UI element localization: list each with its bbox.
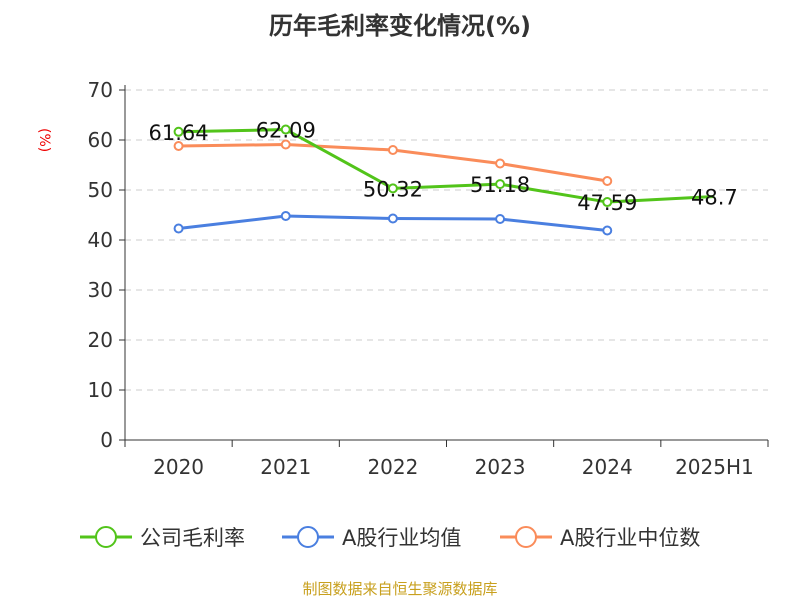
data-point: [495, 179, 506, 190]
data-label: 61.64: [149, 121, 209, 145]
y-tick-label: 20: [88, 328, 113, 352]
y-tick-label: 50: [88, 178, 113, 202]
legend-marker-icon: [80, 526, 132, 548]
data-point: [387, 183, 398, 194]
data-label: 48.7: [691, 186, 738, 210]
data-point: [602, 225, 613, 236]
legend-item[interactable]: 公司毛利率: [80, 522, 245, 552]
data-point: [495, 158, 506, 169]
x-tick-label: 2020: [153, 455, 204, 479]
data-point: [387, 145, 398, 155]
data-point: [495, 214, 506, 224]
y-tick-label: 10: [88, 378, 113, 402]
legend-item[interactable]: A股行业均值: [282, 522, 461, 552]
legend-marker-icon: [282, 526, 334, 548]
data-point: [173, 141, 184, 151]
y-tick-label: 30: [88, 278, 113, 302]
x-tick-label: 2024: [582, 455, 633, 479]
data-point: [602, 197, 613, 208]
y-tick-label: 0: [100, 428, 113, 452]
x-tick-label: 2023: [475, 455, 526, 479]
data-label: 47.59: [577, 191, 637, 215]
legend-label: A股行业均值: [342, 526, 462, 550]
source-note: 制图数据来自恒生聚源数据库: [302, 580, 498, 598]
data-point: [387, 213, 398, 224]
data-point: [602, 176, 613, 186]
x-tick-label: 2025H1: [675, 455, 754, 479]
x-tick-label: 2022: [367, 455, 418, 479]
chart-title: 历年毛利率变化情况(%): [269, 12, 531, 40]
data-point: [280, 124, 291, 135]
data-label: 50.32: [363, 177, 423, 201]
data-point: [173, 223, 184, 234]
data-point: [173, 126, 184, 137]
data-point: [280, 139, 291, 150]
y-tick-label: 60: [88, 128, 113, 152]
y-tick-label: 40: [88, 228, 113, 252]
y-tick-label: 70: [88, 78, 113, 102]
legend-item[interactable]: A股行业中位数: [500, 522, 700, 552]
legend-label: 公司毛利率: [140, 526, 245, 550]
x-tick-label: 2021: [260, 455, 311, 479]
legend-marker-icon: [500, 526, 552, 548]
data-label: 51.18: [470, 173, 530, 197]
legend-label: A股行业中位数: [560, 526, 701, 550]
data-label: 62.09: [256, 119, 316, 143]
series-line-0: [178, 128, 715, 204]
data-point: [280, 211, 291, 221]
